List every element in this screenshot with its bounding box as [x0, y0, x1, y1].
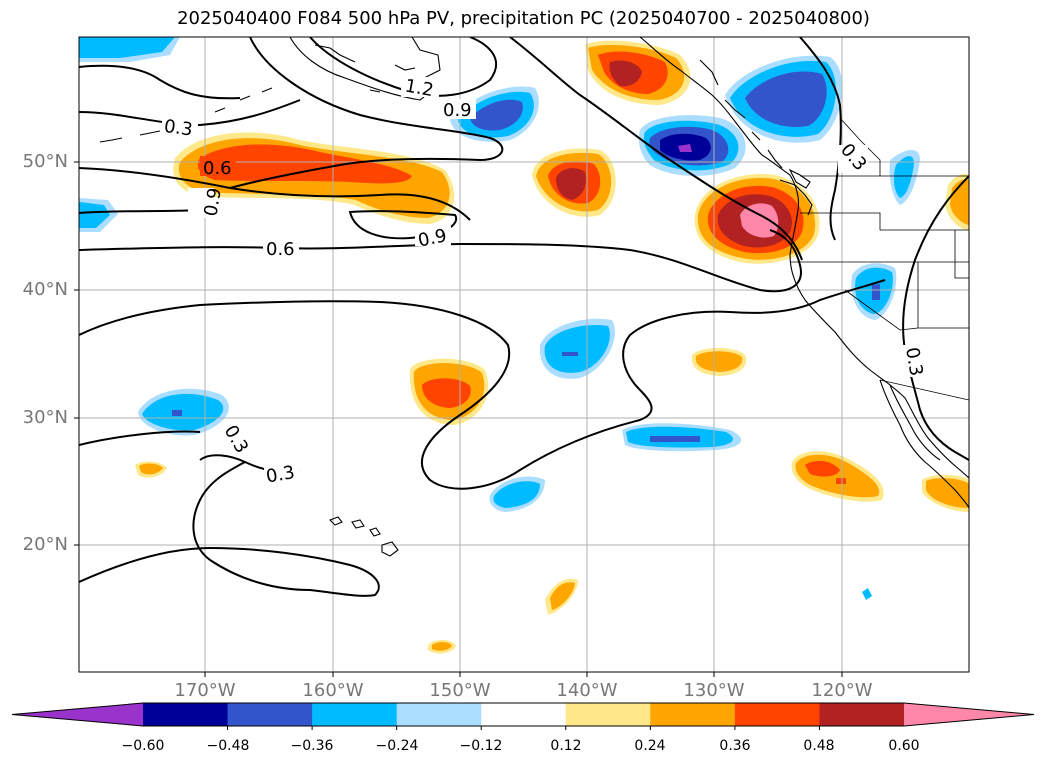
political-borders [790, 117, 969, 401]
contour-label: 0.3 [163, 116, 194, 141]
colorbar-extend-high [904, 703, 1034, 726]
colorbar-tick-label: −0.60 [121, 738, 165, 754]
colorbar-swatch [312, 703, 398, 726]
plot-frame [78, 36, 970, 673]
colorbar-swatch [481, 703, 567, 726]
contour-label: 0.9 [443, 100, 472, 121]
colorbar-tick-label: −0.24 [375, 738, 419, 754]
colorbar-swatch [819, 703, 905, 726]
contour-label: 0.6 [266, 239, 295, 260]
colorbar-tick-label: 0.60 [888, 738, 920, 754]
colorbar-swatch [734, 703, 820, 726]
colorbar-swatch [565, 703, 651, 726]
colorbar-tick-label: 0.48 [803, 738, 835, 754]
colorbar-outline [11, 702, 1035, 727]
lat-label-20n: 20°N [22, 534, 68, 555]
lon-label-160w: 160°W [302, 680, 364, 701]
plot-area [79, 37, 969, 672]
colorbar-tick-label: −0.48 [206, 738, 250, 754]
colorbar-swatch [143, 703, 229, 726]
lon-label-170w: 170°W [174, 680, 236, 701]
lat-label-50n: 50°N [22, 151, 68, 172]
map-title: 2025040400 F084 500 hPa PV, precipitatio… [177, 8, 870, 29]
colorbar-swatch [227, 703, 313, 726]
lat-label-30n: 30°N [22, 407, 68, 428]
colorbar-tick-label: −0.36 [290, 738, 334, 754]
lon-label-150w: 150°W [429, 680, 491, 701]
lon-label-120w: 120°W [811, 680, 873, 701]
contour-label: 0.3 [265, 462, 297, 488]
lon-label-140w: 140°W [556, 680, 618, 701]
lat-label-40n: 40°N [22, 279, 68, 300]
colorbar-tick-label: 0.36 [719, 738, 751, 754]
colorbar [11, 702, 1035, 730]
contour-label: 0.6 [203, 158, 232, 179]
colorbar-swatch [396, 703, 482, 726]
contour-label: 0.3 [901, 346, 927, 378]
colorbar-extend-low [12, 703, 143, 726]
lon-label-130w: 130°W [683, 680, 745, 701]
colorbar-swatch [650, 703, 736, 726]
colorbar-tick-label: 0.24 [634, 738, 666, 754]
tick-marks [74, 161, 843, 677]
contour-label: 0.9 [200, 186, 226, 218]
precip-shading [79, 37, 969, 654]
contour-label: 1.2 [403, 76, 435, 102]
colorbar-tick-label: −0.12 [459, 738, 503, 754]
colorbar-tick-label: 0.12 [550, 738, 582, 754]
pv-contours [79, 37, 969, 597]
